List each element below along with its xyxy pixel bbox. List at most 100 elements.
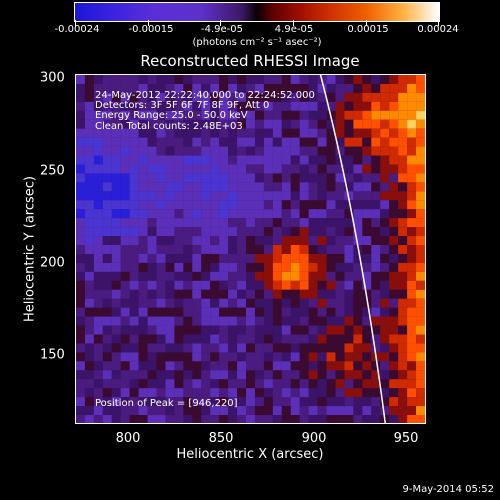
image-pixel: [416, 218, 425, 228]
image-pixel: [263, 271, 273, 281]
image-pixel: [326, 137, 336, 147]
colorbar-label: -0.00015: [128, 24, 174, 35]
image-pixel: [183, 325, 193, 335]
image-pixel: [219, 406, 229, 416]
image-pixel: [228, 227, 238, 237]
image-pixel: [326, 397, 336, 407]
image-pixel: [380, 397, 390, 407]
image-pixel: [344, 218, 354, 228]
image-pixel: [84, 164, 94, 174]
image-pixel: [174, 245, 184, 254]
image-pixel: [237, 298, 247, 308]
image-pixel: [129, 75, 139, 84]
image-pixel: [174, 289, 184, 299]
image-pixel: [174, 146, 184, 156]
image-pixel: [174, 200, 184, 210]
image-pixel: [299, 155, 309, 165]
image-pixel: [120, 316, 130, 326]
image-pixel: [416, 352, 425, 362]
image-pixel: [371, 110, 381, 120]
peak-position-text: Position of Peak = [946,220]: [95, 398, 238, 409]
image-pixel: [371, 146, 381, 156]
image-pixel: [192, 182, 202, 192]
image-pixel: [281, 253, 291, 263]
image-pixel: [147, 75, 157, 84]
image-pixel: [183, 101, 193, 111]
y-tick-label: 200: [40, 255, 65, 271]
image-pixel: [120, 352, 130, 362]
image-pixel: [272, 316, 282, 326]
image-pixel: [129, 253, 139, 263]
image-pixel: [84, 271, 94, 281]
image-pixel: [102, 370, 112, 380]
image-pixel: [201, 271, 211, 281]
image-pixel: [102, 155, 112, 165]
image-pixel: [76, 83, 85, 93]
image-pixel: [371, 343, 381, 353]
image-pixel: [308, 388, 318, 398]
image-pixel: [263, 388, 273, 398]
image-pixel: [147, 218, 157, 228]
image-pixel: [281, 182, 291, 192]
image-pixel: [389, 415, 399, 423]
image-pixel: [120, 406, 130, 416]
image-pixel: [102, 361, 112, 371]
image-pixel: [111, 173, 121, 183]
image-pixel: [138, 406, 148, 416]
image-pixel: [174, 397, 184, 407]
image-pixel: [308, 128, 318, 138]
image-pixel: [353, 182, 363, 192]
image-pixel: [389, 406, 399, 416]
image-pixel: [219, 245, 229, 254]
image-pixel: [219, 298, 229, 308]
y-tick-label: 150: [40, 347, 65, 363]
image-pixel: [210, 92, 220, 102]
image-pixel: [156, 92, 166, 102]
image-pixel: [398, 406, 408, 416]
image-pixel: [246, 209, 255, 219]
image-pixel: [290, 75, 300, 84]
image-pixel: [129, 227, 139, 237]
image-pixel: [344, 334, 354, 344]
image-pixel: [165, 271, 175, 281]
image-pixel: [111, 361, 121, 371]
image-pixel: [210, 289, 220, 299]
image-pixel: [416, 361, 425, 371]
image-pixel: [246, 218, 255, 228]
image-pixel: [353, 155, 363, 165]
image-pixel: [84, 119, 94, 129]
image-pixel: [183, 200, 193, 210]
image-pixel: [174, 406, 184, 416]
image-pixel: [371, 271, 381, 281]
image-pixel: [326, 236, 336, 246]
image-pixel: [317, 227, 327, 237]
image-pixel: [174, 209, 184, 219]
image-pixel: [353, 370, 363, 380]
image-pixel: [389, 325, 399, 335]
image-pixel: [290, 388, 300, 398]
image-pixel: [246, 316, 255, 326]
image-pixel: [344, 379, 354, 389]
image-pixel: [317, 245, 327, 254]
image-pixel: [263, 128, 273, 138]
image-pixel: [380, 236, 390, 246]
image-pixel: [246, 110, 255, 120]
image-pixel: [138, 191, 148, 201]
image-pixel: [317, 343, 327, 353]
image-pixel: [326, 406, 336, 416]
image-pixel: [353, 361, 363, 371]
image-pixel: [210, 164, 220, 174]
image-pixel: [147, 289, 157, 299]
image-pixel: [380, 298, 390, 308]
image-pixel: [111, 137, 121, 147]
image-pixel: [165, 289, 175, 299]
image-pixel: [237, 343, 247, 353]
image-pixel: [165, 155, 175, 165]
image-pixel: [281, 406, 291, 416]
image-pixel: [183, 334, 193, 344]
image-pixel: [102, 218, 112, 228]
x-axis-label: Heliocentric X (arcsec): [176, 447, 324, 462]
image-pixel: [407, 83, 417, 93]
image-pixel: [156, 253, 166, 263]
image-pixel: [156, 146, 166, 156]
